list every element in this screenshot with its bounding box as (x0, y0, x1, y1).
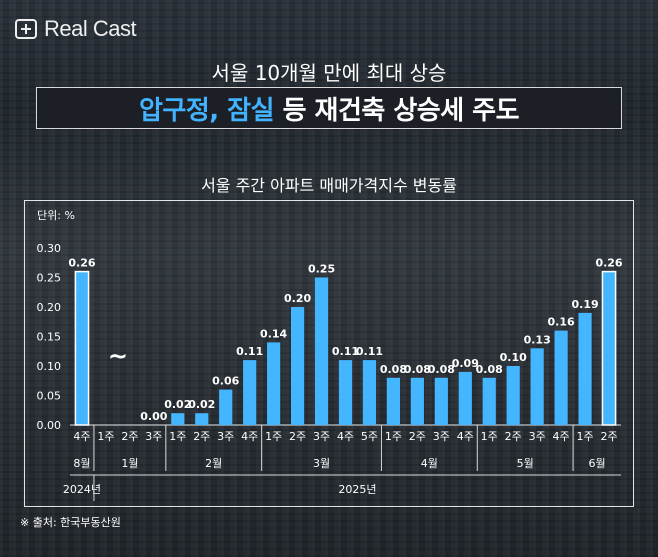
y-tick-label: 0.00 (37, 419, 62, 432)
bar (290, 307, 305, 425)
bar (434, 377, 448, 425)
x-tick-label: 4주 (553, 430, 570, 443)
chart-title: 서울 주간 아파트 매매가격지수 변동률 (201, 176, 457, 195)
bar (386, 377, 401, 425)
data-label: 0.10 (500, 351, 527, 364)
y-tick-label: 0.10 (37, 360, 62, 373)
brand-name: Real Cast (44, 16, 137, 41)
data-label: 0.11 (332, 345, 359, 358)
data-label: 0.11 (236, 345, 263, 358)
x-tick-label: 1주 (265, 430, 282, 443)
headline: 서울 10개월 만에 최대 상승 (211, 61, 447, 85)
x-tick-label: 3주 (145, 430, 162, 443)
x-tick-label: 1주 (481, 430, 498, 443)
bar (578, 312, 592, 425)
chart-frame: 단위: % 0.00 0.05 0.10 0.15 0.20 0.25 0.30 0.26 0.0… (24, 200, 634, 507)
x-tick-label: 3주 (313, 430, 330, 443)
data-label: 0.14 (260, 327, 287, 340)
bar (410, 377, 424, 425)
title-accent: 압구정, 잠실 (138, 95, 275, 126)
data-label: 0.08 (404, 363, 431, 376)
bar (482, 377, 496, 425)
y-tick-label: 0.25 (37, 272, 62, 285)
year-label: 2024년 (63, 483, 101, 496)
month-label: 2월 (205, 457, 222, 470)
title-box: 압구정, 잠실 등 재건축 상승세 주도 (36, 87, 622, 129)
y-tick-label: 0.15 (37, 331, 62, 344)
data-label: 0.13 (524, 333, 551, 346)
axis-break-marker: ~ (108, 342, 128, 370)
bar (219, 389, 233, 425)
data-label: 0.08 (476, 363, 503, 376)
bar (171, 413, 185, 425)
x-tick-label: 5주 (361, 430, 378, 443)
y-tick-label: 0.20 (37, 301, 62, 314)
x-tick-label: 3주 (217, 430, 234, 443)
month-label: 4월 (421, 457, 438, 470)
x-tick-label: 1주 (97, 430, 114, 443)
bar (554, 330, 568, 425)
data-label: 0.02 (188, 398, 215, 411)
data-label: 0.26 (68, 257, 95, 270)
source-note: ※ 출처: 한국부동산원 (20, 516, 121, 529)
x-tick-label: 1주 (169, 430, 186, 443)
month-label: 3월 (313, 457, 330, 470)
data-label: 0.06 (212, 375, 239, 388)
bar (195, 413, 209, 425)
y-tick-label: 0.30 (37, 242, 62, 255)
bar (458, 371, 472, 425)
x-tick-label: 1주 (577, 430, 594, 443)
bar (243, 360, 257, 425)
data-label: 0.09 (452, 357, 479, 370)
month-label: 6월 (588, 457, 605, 470)
data-label: 0.08 (380, 363, 407, 376)
data-label: 0.08 (428, 363, 455, 376)
x-tick-label: 2주 (409, 430, 426, 443)
month-label: 5월 (517, 457, 534, 470)
logo-mark-icon (15, 19, 37, 39)
x-tick-label: 2주 (193, 430, 210, 443)
bar-chart: 단위: % 0.00 0.05 0.10 0.15 0.20 0.25 0.30 0.26 0.0… (37, 209, 623, 501)
title-rest: 등 재건축 상승세 주도 (274, 90, 520, 127)
bar (530, 348, 544, 425)
x-tick-label: 4주 (73, 430, 90, 443)
data-label: 0.25 (308, 263, 335, 276)
x-tick-label: 3주 (433, 430, 450, 443)
x-tick-label: 2주 (505, 430, 522, 443)
x-tick-label: 4주 (241, 430, 258, 443)
bar (74, 270, 90, 426)
x-tick-label: 2주 (289, 430, 306, 443)
month-label: 1월 (121, 457, 138, 470)
bar (362, 360, 377, 425)
title-rest-text: 등 재건축 상승세 주도 (282, 95, 520, 126)
brand-logo: Real Cast (14, 16, 137, 42)
bar (314, 277, 329, 425)
x-tick-label: 2주 (121, 430, 138, 443)
y-tick-label: 0.05 (37, 390, 62, 403)
x-tick-label: 4주 (337, 430, 354, 443)
data-label: 0.11 (356, 345, 383, 358)
data-label: 0.00 (140, 410, 167, 423)
data-label: 0.26 (595, 257, 622, 270)
data-label: 0.20 (284, 292, 311, 305)
bar (506, 366, 520, 425)
unit-label: 단위: % (37, 209, 75, 222)
data-label: 0.19 (571, 298, 598, 311)
month-label: 8월 (73, 457, 90, 470)
data-label: 0.02 (164, 398, 191, 411)
x-tick-label: 2주 (600, 430, 617, 443)
x-tick-label: 1주 (385, 430, 402, 443)
bar (601, 270, 617, 426)
bar (338, 360, 353, 425)
year-label: 2025년 (338, 483, 376, 496)
x-tick-label: 4주 (457, 430, 474, 443)
bar (267, 342, 281, 425)
x-tick-label: 3주 (529, 430, 546, 443)
data-label: 0.16 (548, 316, 575, 329)
